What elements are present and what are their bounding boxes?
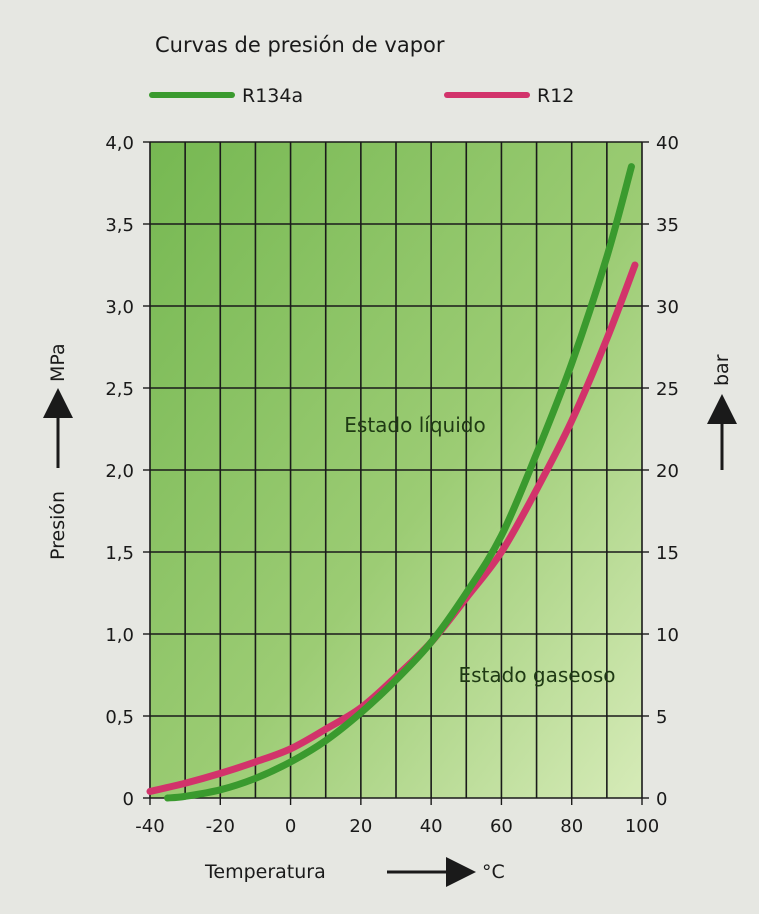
x-tick-label: 60	[490, 816, 513, 837]
y-axis-right-unit: bar	[711, 354, 733, 386]
grid	[149, 141, 643, 799]
legend-label-r134a: R134a	[242, 85, 303, 107]
chart-title: Curvas de presión de vapor	[155, 33, 445, 57]
y-left-tick-label: 3,0	[105, 297, 134, 318]
legend: R134a R12	[149, 85, 574, 107]
x-axis-unit: °C	[482, 861, 505, 883]
x-tick-label: 20	[349, 816, 372, 837]
x-tick-label: 80	[560, 816, 583, 837]
y-right-tick-label: 0	[656, 789, 667, 810]
y-left-tick-label: 0,5	[105, 707, 134, 728]
x-axis-label: Temperatura °C	[204, 857, 505, 887]
series-line-r134a	[164, 163, 635, 802]
y-axis-right-label: bar	[707, 354, 737, 470]
y-right-tick-label: 5	[656, 707, 667, 728]
y-axis-title: Presión	[47, 491, 69, 560]
y-left-tick-label: 1,5	[105, 543, 134, 564]
y-axis-left-label: Presión MPa	[43, 343, 73, 560]
y-left-tick-label: 1,0	[105, 625, 134, 646]
series-lines	[146, 163, 639, 802]
annotation-liquid-state: Estado líquido	[344, 413, 485, 437]
x-tick-label: -40	[135, 816, 164, 837]
y-right-tick-label: 25	[656, 379, 679, 400]
y-right-tick-label: 15	[656, 543, 679, 564]
y-axis-left-unit: MPa	[47, 343, 69, 382]
y-left-tick-label: 0	[123, 789, 134, 810]
y-right-tick-label: 10	[656, 625, 679, 646]
y-left-tick-label: 4,0	[105, 133, 134, 154]
x-tick-label: -20	[206, 816, 235, 837]
y-right-tick-label: 30	[656, 297, 679, 318]
annotation-gas-state: Estado gaseoso	[458, 663, 615, 687]
y-left-tick-label: 2,5	[105, 379, 134, 400]
y-left-tick-label: 3,5	[105, 215, 134, 236]
x-axis-title: Temperatura	[204, 861, 326, 883]
x-tick-label: 100	[625, 816, 659, 837]
ticks: -40 -20 0 20 40 60 80 10000,51,01,52,02,53,03,5…	[105, 133, 679, 837]
x-tick-label: 0	[285, 816, 296, 837]
x-tick-label: 40	[420, 816, 443, 837]
legend-label-r12: R12	[537, 85, 574, 107]
y-left-tick-label: 2,0	[105, 461, 134, 482]
y-right-tick-label: 35	[656, 215, 679, 236]
y-right-tick-label: 40	[656, 133, 679, 154]
y-right-tick-label: 20	[656, 461, 679, 482]
